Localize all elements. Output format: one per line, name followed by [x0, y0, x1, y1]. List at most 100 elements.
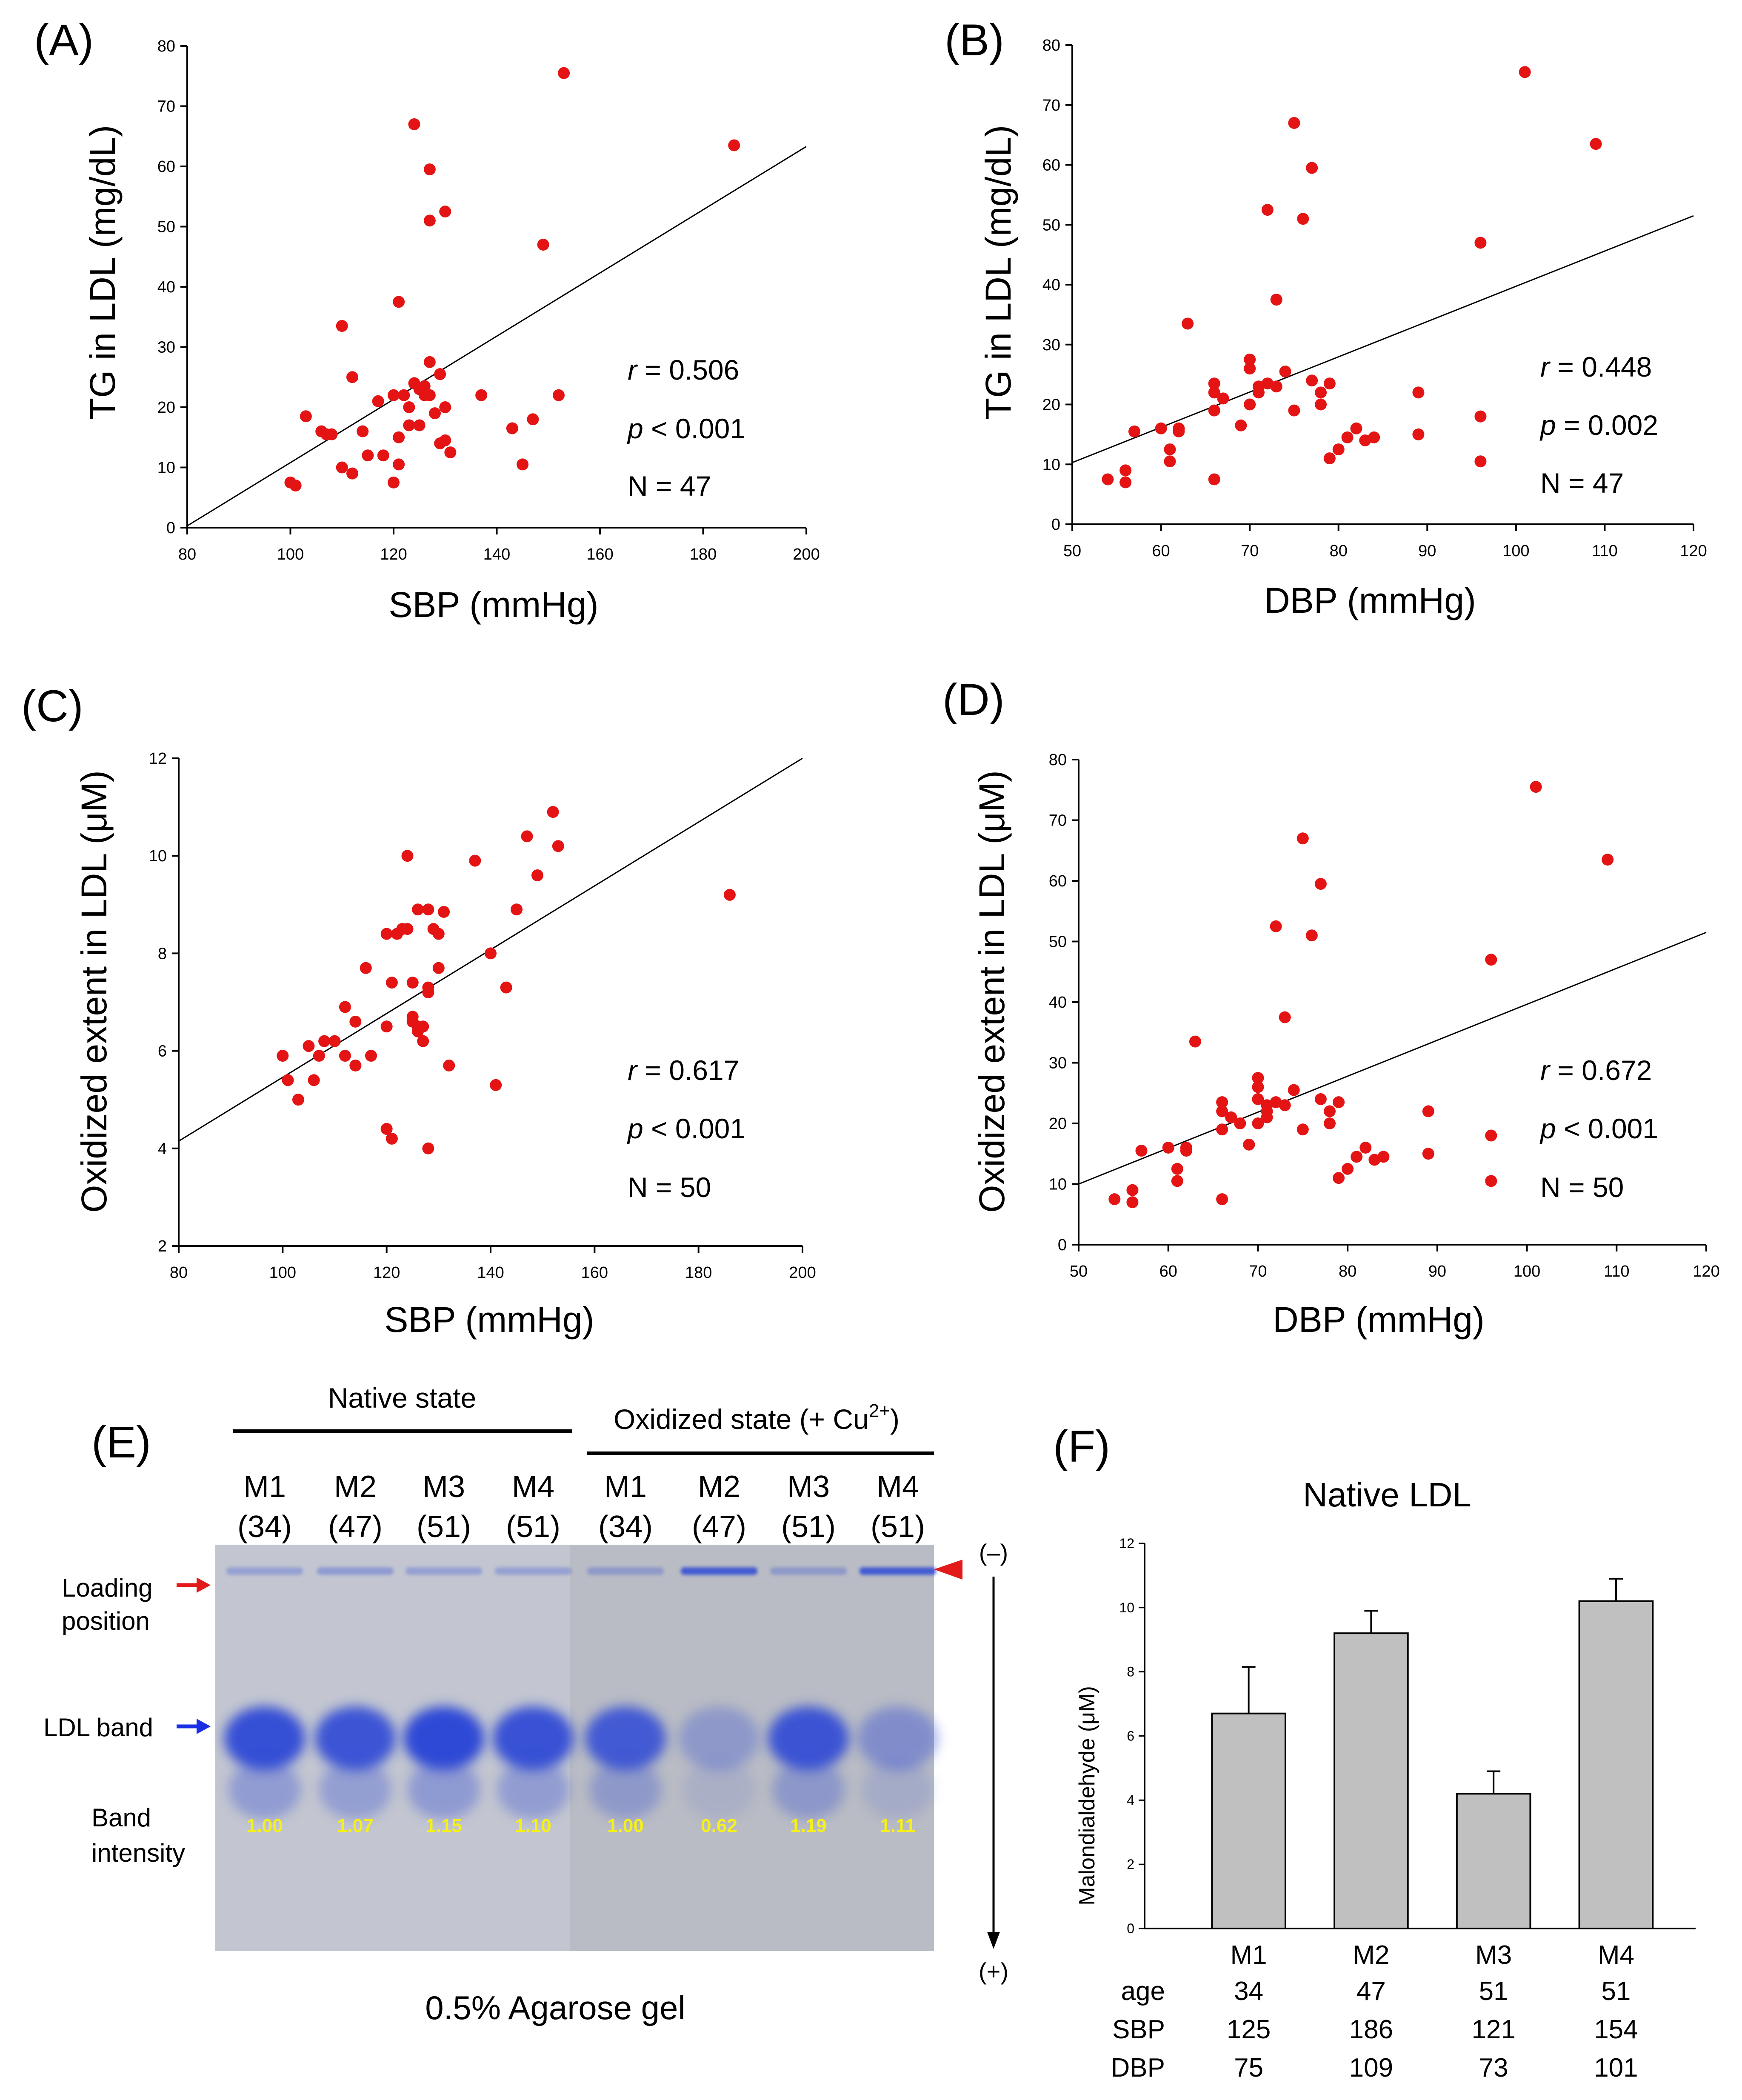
data-point: [418, 380, 431, 392]
data-point: [1422, 1148, 1434, 1160]
data-point: [1279, 1011, 1291, 1023]
x-tick-label: 90: [1428, 1263, 1446, 1280]
panel-a: (A) TG in LDL (mg/dL) SBP (mmHg) 80 100 12…: [34, 15, 820, 625]
data-point: [1180, 1142, 1192, 1154]
data-point: [1225, 1111, 1237, 1123]
data-point: [1126, 1184, 1139, 1196]
data-point: [1216, 1105, 1228, 1117]
r-symbol: r: [628, 1054, 638, 1086]
x-tick-label: 200: [793, 546, 820, 563]
band-smear: [319, 1760, 391, 1819]
lane-name: M4: [512, 1470, 554, 1504]
native-state-header: Native state: [328, 1382, 477, 1414]
data-point: [439, 401, 451, 413]
gel-lane: 1.15: [403, 1567, 484, 1836]
ldl-band: [768, 1706, 849, 1770]
loading-well: [860, 1567, 936, 1575]
data-point: [1422, 1105, 1434, 1117]
loading-well: [226, 1567, 303, 1575]
table-cell: 75: [1234, 2053, 1263, 2083]
data-point: [365, 1050, 377, 1062]
table-cell: 73: [1479, 2053, 1508, 2083]
y-tick-label: 50: [1049, 933, 1067, 951]
data-point: [1474, 410, 1487, 423]
data-point: [1602, 854, 1614, 866]
data-point: [388, 389, 400, 401]
y-tick-label: 4: [158, 1140, 167, 1158]
loading-well: [495, 1567, 571, 1575]
data-point: [1412, 428, 1425, 440]
data-point: [422, 986, 434, 999]
data-point: [303, 1040, 315, 1052]
data-point: [1119, 476, 1132, 489]
data-point: [1261, 1099, 1273, 1111]
svg-text:r = 0.672: r = 0.672: [1540, 1054, 1652, 1086]
x-tick-label: 80: [178, 546, 196, 563]
p-value: < 0.001: [643, 413, 745, 444]
data-point: [339, 1050, 351, 1062]
data-point: [328, 1035, 341, 1047]
band-smear: [862, 1760, 934, 1819]
data-point: [388, 476, 400, 489]
data-point: [553, 389, 565, 401]
data-point: [547, 806, 559, 818]
lane-age: (51): [781, 1510, 836, 1544]
data-point: [386, 977, 398, 989]
data-point: [417, 1020, 429, 1033]
data-point: [318, 1035, 331, 1047]
stats-b: r = 0.448 p = 0.002 N = 47: [1539, 351, 1658, 499]
x-tick-label: 80: [1330, 542, 1348, 560]
band-intensity-value: 1.11: [880, 1815, 915, 1836]
loading-well: [587, 1567, 664, 1575]
data-point: [1270, 1096, 1282, 1109]
data-point: [1252, 1072, 1264, 1084]
y-tick-label: 0: [1127, 1921, 1134, 1936]
data-point: [401, 923, 414, 935]
data-point: [1333, 1172, 1345, 1184]
data-point: [1297, 1123, 1309, 1136]
lane-age: (51): [417, 1510, 471, 1544]
gel-lane: 0.62: [679, 1567, 760, 1836]
p-symbol: p: [627, 1113, 643, 1144]
ldl-band: [224, 1706, 305, 1770]
gel-lane: 1.19: [768, 1567, 849, 1836]
svg-text:r = 0.448: r = 0.448: [1540, 351, 1652, 383]
x-tick-label: 50: [1070, 1263, 1088, 1280]
category-label: M4: [1598, 1940, 1634, 1970]
y-tick-label: 8: [1127, 1664, 1134, 1680]
data-point: [357, 425, 369, 437]
data-point: [1519, 66, 1531, 78]
data-point: [1279, 1099, 1291, 1111]
x-tick-label: 100: [269, 1264, 296, 1282]
data-point: [1332, 443, 1345, 456]
y-tick-label: 40: [1042, 276, 1060, 294]
data-point: [336, 461, 348, 474]
y-tick-label: 6: [158, 1043, 167, 1060]
ldl-band: [315, 1706, 396, 1770]
y-tick-label: 4: [1127, 1792, 1134, 1808]
data-point: [1530, 781, 1542, 793]
data-point: [1208, 377, 1220, 390]
table-row-label: DBP: [1111, 2053, 1165, 2083]
data-point: [393, 431, 405, 443]
intensity-label: intensity: [91, 1839, 185, 1867]
data-point: [398, 389, 410, 401]
panel-d: (D) Oxidized extent in LDL (μM) DBP (mmH…: [942, 675, 1720, 1340]
data-point: [1171, 1175, 1183, 1187]
ylabel-c: Oxidized extent in LDL (μM): [74, 770, 114, 1213]
y-tick-label: 0: [166, 519, 175, 537]
data-point: [1288, 404, 1300, 417]
p-value: < 0.001: [1556, 1113, 1658, 1144]
data-point: [1208, 473, 1220, 486]
data-point: [1314, 1093, 1327, 1105]
data-point: [552, 840, 564, 852]
ylabel-a: TG in LDL (mg/dL): [83, 125, 123, 420]
p-symbol: p: [1539, 409, 1556, 441]
x-tick-label: 110: [1592, 542, 1618, 560]
table-cell: 51: [1479, 1977, 1508, 2006]
data-point: [386, 1132, 398, 1145]
data-point: [1243, 1138, 1255, 1151]
svg-text:p < 0.001: p < 0.001: [627, 1113, 745, 1144]
data-point: [408, 118, 420, 130]
data-point: [1474, 237, 1487, 249]
